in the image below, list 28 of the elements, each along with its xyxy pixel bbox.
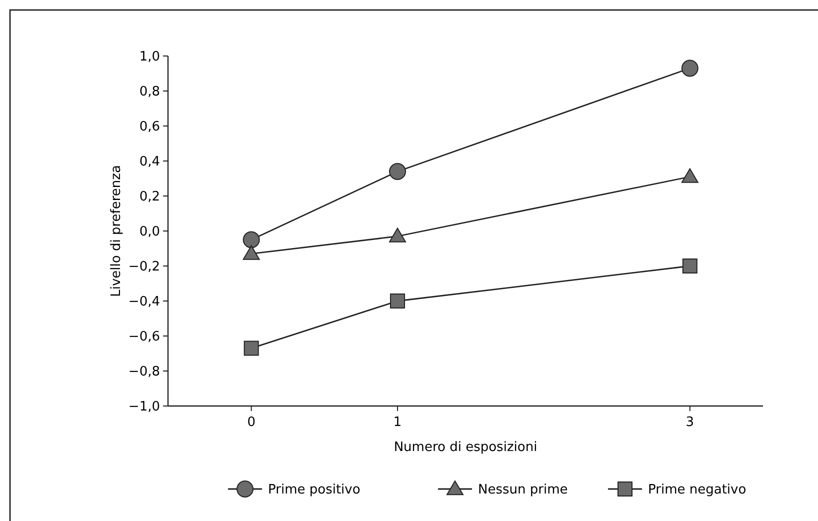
x-axis-title: Numero di esposizioni bbox=[394, 440, 538, 455]
x-tick-label: 1 bbox=[393, 415, 402, 430]
y-tick-label: −0,6 bbox=[128, 330, 160, 345]
legend-label: Nessun prime bbox=[478, 482, 568, 498]
point bbox=[242, 245, 260, 260]
point bbox=[244, 340, 259, 356]
y-tick-label: −0,8 bbox=[128, 364, 160, 380]
y-tick-label: 0,8 bbox=[139, 84, 160, 100]
legend-label: Prime negativo bbox=[648, 482, 746, 498]
point bbox=[390, 294, 406, 308]
legend-label: Prime positivo bbox=[268, 482, 360, 498]
point bbox=[681, 60, 698, 77]
point bbox=[389, 228, 406, 242]
point bbox=[682, 258, 698, 274]
y-tick-label: 0,4 bbox=[139, 154, 160, 170]
y-tick-label: −0,4 bbox=[128, 294, 160, 310]
y-tick-label: −0,2 bbox=[128, 260, 160, 275]
y-axis-title: Livello di preferenza bbox=[109, 165, 124, 297]
y-tick-label: 0,0 bbox=[139, 224, 160, 240]
y-tick-label: 0,2 bbox=[139, 190, 160, 205]
point bbox=[242, 231, 260, 248]
x-tick-label: 0 bbox=[247, 415, 256, 430]
y-tick-label: 0,6 bbox=[139, 120, 160, 135]
y-tick-label: −1,0 bbox=[128, 400, 160, 415]
point bbox=[681, 168, 698, 183]
point bbox=[389, 163, 406, 180]
x-tick-label: 3 bbox=[686, 415, 694, 430]
y-tick-label: 1,0 bbox=[139, 50, 160, 65]
